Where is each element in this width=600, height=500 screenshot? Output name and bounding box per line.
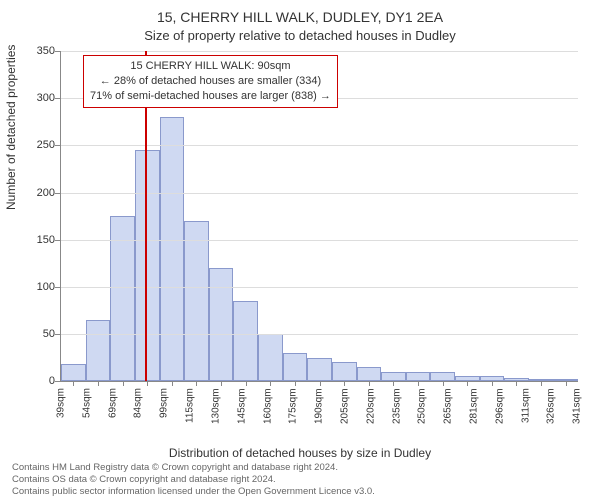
x-tick-label: 205sqm (332, 388, 358, 448)
bar (209, 268, 234, 381)
annotation-line-2: ← 28% of detached houses are smaller (33… (90, 74, 331, 89)
bar (86, 320, 111, 381)
x-tick-label: 145sqm (229, 388, 255, 448)
x-tick (123, 381, 124, 386)
y-tick-label: 350 (37, 45, 61, 57)
x-tick (221, 381, 222, 386)
x-tick (393, 381, 394, 386)
bar (283, 353, 308, 381)
bar (406, 372, 431, 381)
y-tick-label: 200 (37, 187, 61, 199)
x-tick (566, 381, 567, 386)
x-tick-label: 250sqm (409, 388, 435, 448)
footer-line-3: Contains public sector information licen… (12, 486, 588, 498)
grid-line (61, 240, 578, 241)
bar (160, 117, 185, 381)
grid-line (61, 193, 578, 194)
x-tick (443, 381, 444, 386)
x-tick-label: 220sqm (358, 388, 384, 448)
x-tick-label: 84sqm (125, 388, 151, 448)
x-tick (73, 381, 74, 386)
x-tick-label: 69sqm (100, 388, 126, 448)
bar (332, 362, 357, 381)
x-tick (98, 381, 99, 386)
x-tick-label: 130sqm (203, 388, 229, 448)
x-tick-label: 99sqm (151, 388, 177, 448)
x-tick (467, 381, 468, 386)
x-labels-group: 39sqm54sqm69sqm84sqm99sqm115sqm130sqm145… (48, 388, 590, 448)
annotation-box: 15 CHERRY HILL WALK: 90sqm ← 28% of deta… (83, 55, 338, 108)
chart-container: 15, CHERRY HILL WALK, DUDLEY, DY1 2EA Si… (0, 0, 600, 500)
x-tick-label: 54sqm (74, 388, 100, 448)
x-tick (369, 381, 370, 386)
x-tick-label: 265sqm (435, 388, 461, 448)
x-tick (418, 381, 419, 386)
grid-line (61, 145, 578, 146)
x-tick (196, 381, 197, 386)
x-tick-label: 326sqm (538, 388, 564, 448)
annotation-line-3: 71% of semi-detached houses are larger (… (90, 89, 331, 104)
grid-line (61, 334, 578, 335)
y-tick-label: 0 (49, 375, 61, 387)
x-tick-label: 115sqm (177, 388, 203, 448)
x-tick (541, 381, 542, 386)
x-tick (270, 381, 271, 386)
bar (184, 221, 209, 381)
chart-plot-area: 15 CHERRY HILL WALK: 90sqm ← 28% of deta… (60, 51, 578, 382)
bar (61, 364, 86, 381)
x-tick-label: 160sqm (255, 388, 281, 448)
y-axis-title: Number of detached properties (4, 45, 18, 210)
chart-subtitle: Size of property relative to detached ho… (12, 28, 588, 43)
bar (357, 367, 382, 381)
annotation-line-1: 15 CHERRY HILL WALK: 90sqm (90, 59, 331, 74)
y-tick-label: 250 (37, 139, 61, 151)
x-tick (344, 381, 345, 386)
footer-line-2: Contains OS data © Crown copyright and d… (12, 474, 588, 486)
x-tick (172, 381, 173, 386)
bar (381, 372, 406, 381)
y-tick-label: 100 (37, 281, 61, 293)
footer-attribution: Contains HM Land Registry data © Crown c… (12, 462, 588, 498)
x-tick (320, 381, 321, 386)
x-tick-label: 190sqm (306, 388, 332, 448)
bar (307, 358, 332, 382)
x-tick-label: 235sqm (384, 388, 410, 448)
x-tick (492, 381, 493, 386)
page-title: 15, CHERRY HILL WALK, DUDLEY, DY1 2EA (12, 8, 588, 26)
x-tick-label: 39sqm (48, 388, 74, 448)
x-tick-label: 281sqm (461, 388, 487, 448)
bar (258, 334, 283, 381)
bar (135, 150, 160, 381)
x-tick (246, 381, 247, 386)
x-axis-title: Distribution of detached houses by size … (0, 446, 600, 460)
x-tick-label: 175sqm (280, 388, 306, 448)
grid-line (61, 287, 578, 288)
bar (430, 372, 455, 381)
bar (233, 301, 258, 381)
footer-line-1: Contains HM Land Registry data © Crown c… (12, 462, 588, 474)
grid-line (61, 51, 578, 52)
x-tick-label: 341sqm (564, 388, 590, 448)
x-tick (516, 381, 517, 386)
x-tick-label: 311sqm (513, 388, 539, 448)
y-tick-label: 300 (37, 92, 61, 104)
x-tick-label: 296sqm (487, 388, 513, 448)
y-tick-label: 50 (43, 328, 61, 340)
x-tick (147, 381, 148, 386)
y-tick-label: 150 (37, 234, 61, 246)
x-tick (295, 381, 296, 386)
bar (110, 216, 135, 381)
